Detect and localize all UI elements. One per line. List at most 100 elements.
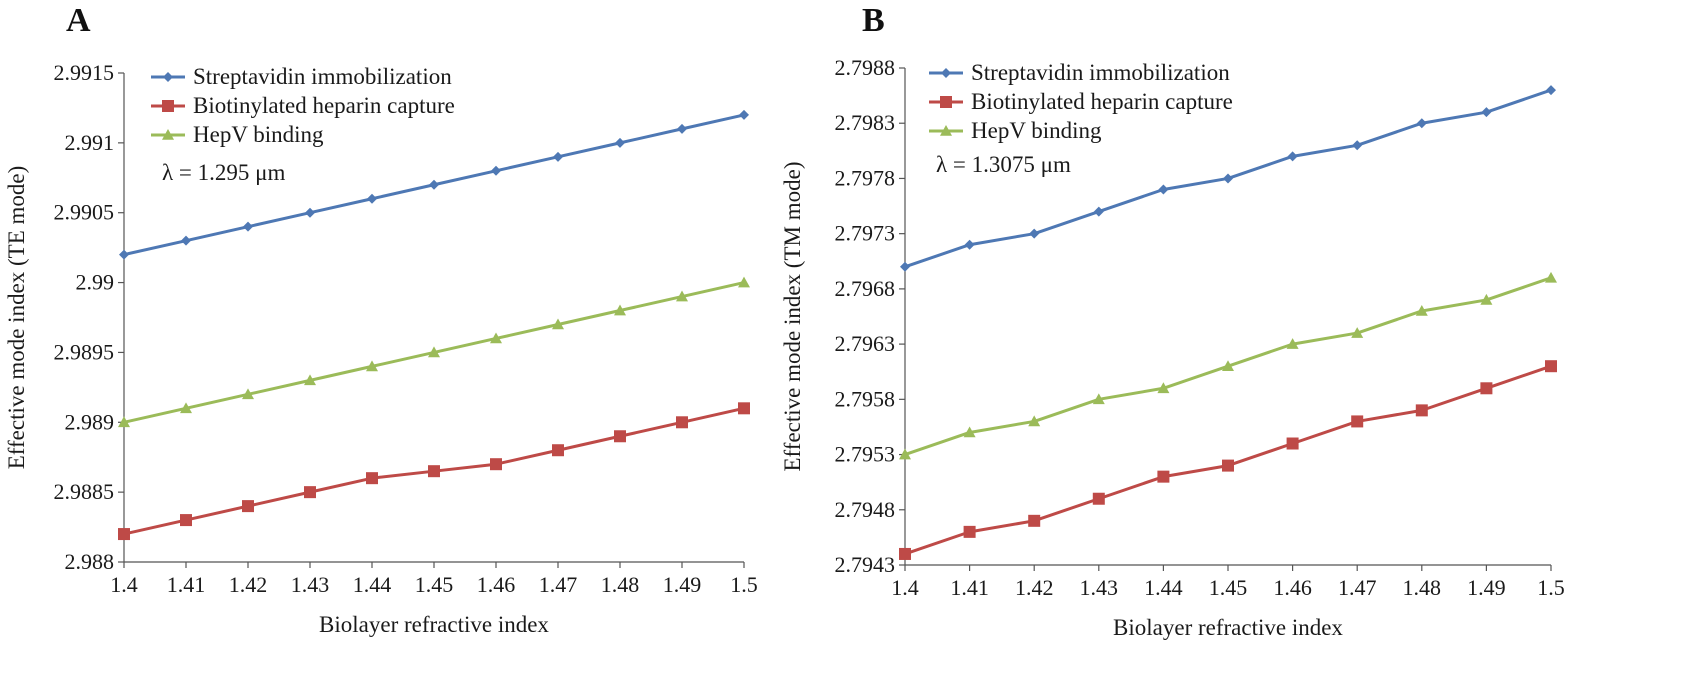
data-point — [1028, 514, 1041, 527]
data-point — [305, 207, 315, 218]
data-point — [1546, 85, 1556, 96]
data-point — [242, 500, 254, 513]
y-tick-label: 2.988 — [65, 549, 115, 574]
data-point — [553, 151, 563, 162]
x-tick-label: 1.42 — [1015, 575, 1054, 600]
data-point — [1092, 393, 1105, 405]
data-point — [304, 374, 316, 386]
y-tick-label: 2.7958 — [835, 386, 896, 411]
panel-label-a: A — [66, 2, 91, 39]
y-tick-label: 2.7973 — [835, 221, 896, 246]
data-point — [1416, 118, 1427, 129]
y-tick-label: 2.7968 — [835, 276, 896, 301]
x-tick-label: 1.5 — [730, 572, 758, 597]
data-point — [1287, 151, 1298, 162]
wavelength-annotation: λ = 1.295 μm — [162, 160, 285, 185]
y-tick-label: 2.9915 — [54, 60, 115, 85]
series-biotinylated-heparin-capture — [899, 360, 1557, 560]
data-point — [491, 165, 501, 176]
legend-swatch-marker — [940, 125, 952, 136]
data-point — [1351, 327, 1364, 338]
data-point — [1351, 415, 1364, 428]
chart-b: 2.7943 2.7948 2.7953 2.7958 2.7963 2.7968 2.79… — [780, 55, 1565, 640]
data-point — [243, 221, 253, 232]
data-point — [614, 430, 626, 443]
data-point — [181, 235, 191, 246]
x-tick-label: 1.44 — [353, 572, 392, 597]
data-point — [900, 261, 910, 272]
data-point — [1415, 304, 1428, 316]
data-point — [677, 123, 687, 134]
series-hepv-binding — [899, 271, 1557, 460]
y-tick-label: 2.9885 — [54, 479, 115, 504]
y-tick-label: 2.7988 — [835, 55, 896, 80]
data-point — [1029, 228, 1040, 239]
y-tick-label: 2.989 — [65, 409, 115, 434]
y-axis-label: Effective mode index (TE mode) — [4, 166, 29, 470]
legend-entry: Biotinylated heparin capture — [971, 89, 1233, 114]
data-point — [739, 109, 749, 120]
data-point — [1093, 206, 1104, 217]
data-point — [180, 402, 192, 414]
series-hepv-binding — [118, 276, 750, 428]
y-tick-label: 2.9905 — [54, 200, 115, 225]
data-point — [963, 525, 976, 538]
data-point — [1480, 293, 1493, 305]
x-tick-label: 1.41 — [167, 572, 206, 597]
x-tick-label: 1.43 — [1080, 575, 1119, 600]
data-point — [1481, 107, 1492, 118]
x-tick-label: 1.49 — [1467, 575, 1506, 600]
panel-label-b: B — [862, 2, 885, 39]
data-point — [1352, 140, 1363, 151]
data-point — [899, 547, 911, 560]
legend-entry: HepV binding — [193, 122, 324, 147]
data-point — [367, 193, 377, 204]
x-tick-label: 1.45 — [1209, 575, 1248, 600]
data-point — [1223, 173, 1233, 184]
y-axis-label: Effective mode index (TM mode) — [780, 162, 805, 472]
x-tick-label: 1.48 — [601, 572, 640, 597]
data-point — [676, 416, 688, 429]
legend-swatch-marker — [940, 96, 952, 108]
data-point — [242, 388, 254, 400]
legend: Streptavidin immobilization Biotinylated … — [151, 64, 455, 147]
x-axis-label: Biolayer refractive index — [1113, 615, 1343, 640]
data-point — [738, 402, 750, 415]
data-point — [676, 290, 688, 302]
data-point — [963, 426, 976, 438]
y-tick-label: 2.7963 — [835, 331, 896, 356]
data-point — [1222, 459, 1234, 472]
x-tick-label: 1.45 — [415, 572, 454, 597]
data-point — [1415, 404, 1428, 417]
data-point — [1222, 360, 1234, 371]
data-point — [366, 360, 378, 372]
data-point — [1028, 415, 1041, 427]
data-point — [490, 332, 502, 344]
legend-swatch-marker — [163, 72, 173, 82]
data-point — [615, 137, 625, 148]
legend-swatch-marker — [941, 68, 951, 78]
data-point — [1158, 184, 1169, 195]
data-point — [614, 304, 626, 316]
data-point — [1545, 271, 1557, 283]
data-point — [118, 416, 130, 428]
x-tick-label: 1.43 — [291, 572, 330, 597]
wavelength-annotation: λ = 1.3075 μm — [936, 152, 1071, 177]
x-tick-label: 1.46 — [477, 572, 516, 597]
y-tick-label: 2.7953 — [835, 442, 896, 467]
legend-entry: Biotinylated heparin capture — [193, 93, 455, 118]
data-point — [1092, 492, 1105, 505]
x-tick-label: 1.47 — [539, 572, 578, 597]
legend-entry: Streptavidin immobilization — [193, 64, 452, 89]
y-tick-label: 2.9895 — [54, 339, 115, 364]
y-tick-label: 2.991 — [65, 130, 115, 155]
x-tick-label: 1.44 — [1144, 575, 1183, 600]
data-point — [429, 179, 439, 190]
legend-swatch-marker — [162, 129, 174, 140]
data-point — [899, 448, 911, 460]
data-point — [1286, 338, 1299, 349]
legend-entry: HepV binding — [971, 118, 1102, 143]
data-point — [1480, 382, 1493, 395]
data-point — [738, 276, 750, 288]
data-point — [964, 239, 975, 250]
